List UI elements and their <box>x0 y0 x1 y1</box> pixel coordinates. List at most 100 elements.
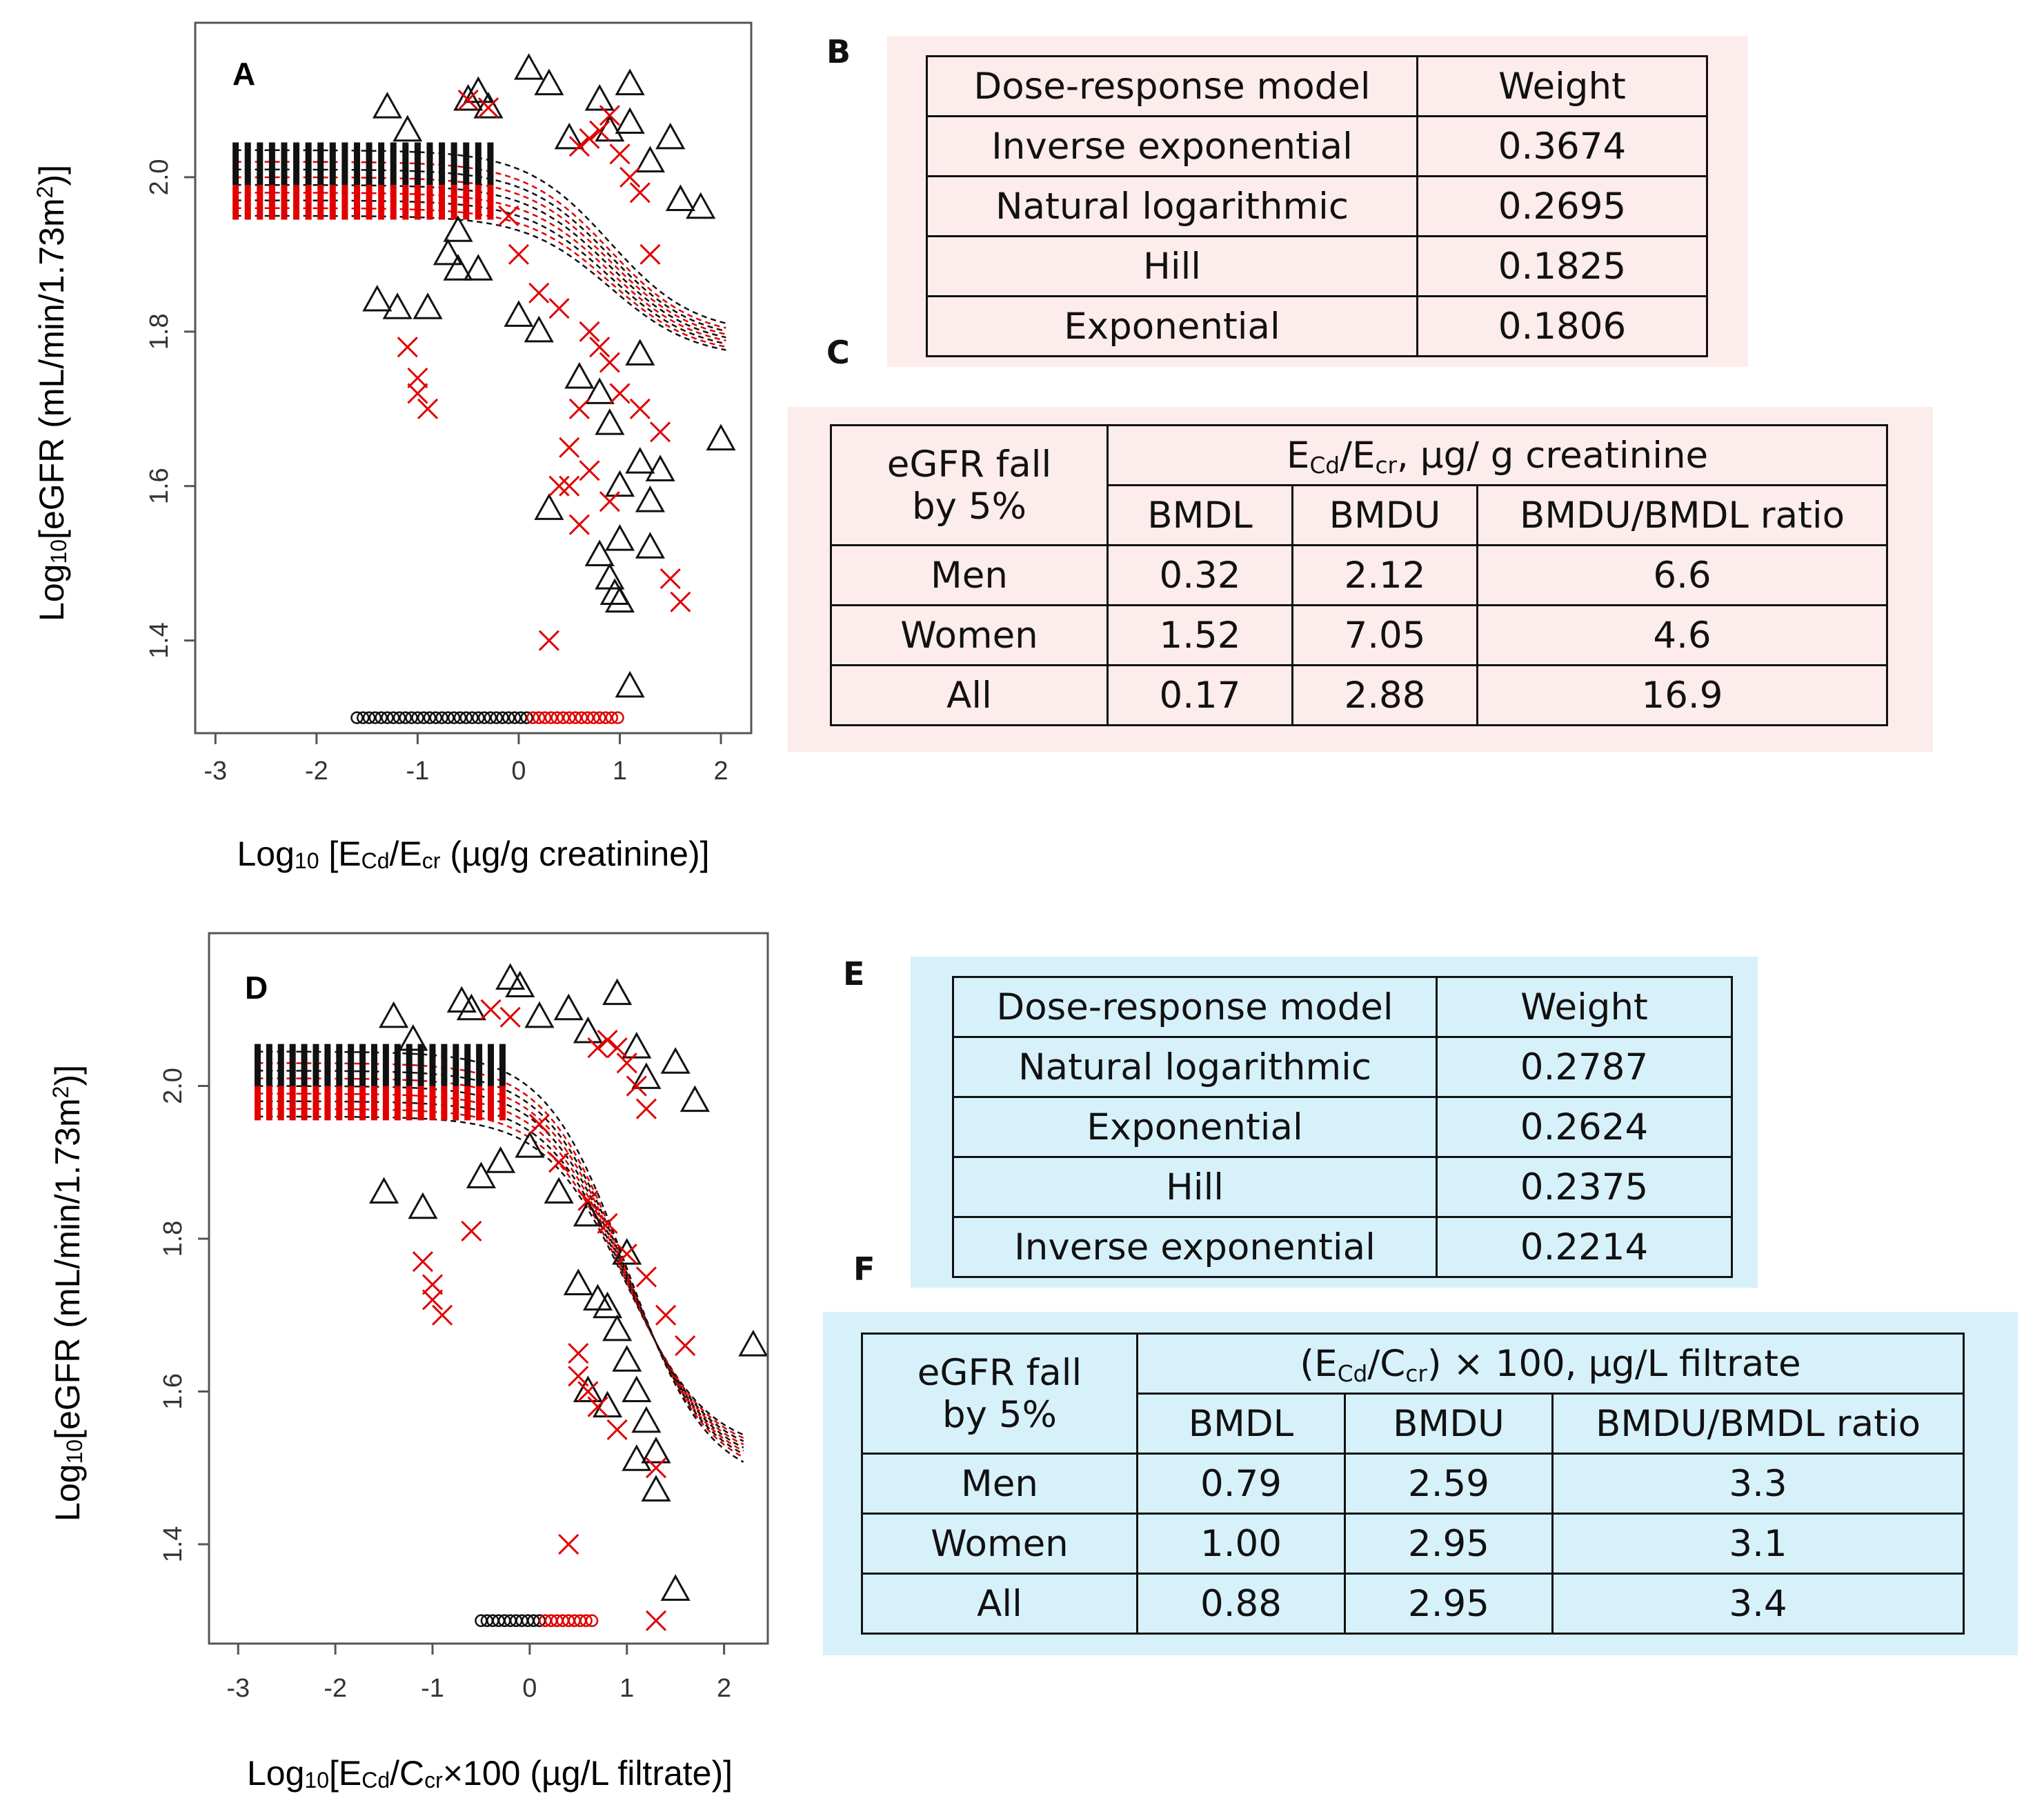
chart-a-x-point <box>407 383 428 404</box>
table-cell: 1.52 <box>1107 604 1293 666</box>
chart-d-triangle-point <box>524 1001 555 1028</box>
chart-a-triangle-point <box>463 254 493 281</box>
chart-a-triangle-point <box>686 192 716 219</box>
chart-d-triangle-point <box>369 1177 399 1204</box>
chart-a-frame <box>194 21 753 735</box>
chart-a-bmd-point <box>581 711 594 724</box>
group-header-sub: cr <box>1405 1359 1427 1387</box>
chart-d-fitted-curve <box>257 1100 744 1442</box>
table-row: Dose-response model Weight <box>952 976 1733 1038</box>
table-row: Women 1.52 7.05 4.6 <box>830 604 1888 666</box>
chart-d-x-point <box>597 1213 618 1234</box>
chart-a-bmd-point <box>593 711 606 724</box>
chart-d-x-point <box>635 1266 657 1288</box>
chart-a-bmd-point <box>538 711 552 724</box>
chart-a-x-point <box>498 205 519 226</box>
chart-a-bmd-point <box>375 711 388 724</box>
chart-a-bmd-point <box>357 711 370 724</box>
table-cell: 16.9 <box>1476 664 1888 726</box>
chart-d-fitted-curve <box>257 1092 744 1446</box>
group-header-part: /E <box>1340 434 1376 477</box>
chart-a-ytick-label: 2.0 <box>145 159 174 195</box>
table-cell: 0.1825 <box>1416 235 1708 297</box>
chart-d-ytick-label: 1.4 <box>159 1526 188 1563</box>
table-cell: 3.1 <box>1551 1513 1965 1575</box>
chart-a-bmd-point <box>453 711 467 724</box>
chart-a-x-point <box>407 367 428 389</box>
chart-d-x-point <box>587 1037 608 1059</box>
chart-a-ytick-label: 1.4 <box>145 622 174 659</box>
chart-d-triangle-point <box>398 1024 428 1051</box>
chart-a-bmd-point <box>386 711 400 724</box>
chart-a-bmd-point <box>605 711 619 724</box>
chart-a-x-point <box>548 475 570 497</box>
chart-a-x-point <box>659 568 681 590</box>
chart-a-ytick-label: 1.6 <box>145 468 174 504</box>
table-row: Exponential 0.2624 <box>952 1096 1733 1158</box>
chart-d-x-point <box>577 1381 599 1402</box>
chart-d-triangle-point <box>505 970 535 998</box>
chart-d-x-point <box>645 1610 667 1631</box>
chart-d-triangle-point <box>495 963 526 990</box>
chart-d-x-point <box>635 1098 657 1119</box>
chart-a-x-point <box>589 337 611 358</box>
chart-a-triangle-point <box>615 68 645 96</box>
chart-a-bmd-point <box>514 711 528 724</box>
chart-a-bmd-point <box>611 711 624 724</box>
chart-a-triangle-point <box>514 53 544 80</box>
chart-a-bmd-point <box>393 711 406 724</box>
table-row: Hill 0.1825 <box>926 235 1708 297</box>
table-header-cell: Weight <box>1436 976 1733 1038</box>
group-header-part: /C <box>1367 1342 1406 1385</box>
chart-a-bmd-point <box>568 711 582 724</box>
chart-a-triangle-point <box>473 92 504 119</box>
table-cell: 0.1806 <box>1416 295 1708 357</box>
chart-d-triangle-point <box>622 1444 652 1471</box>
chart-d-x-point <box>499 1006 521 1028</box>
chart-a-triangle-point <box>615 670 645 698</box>
chart-a-xtick-label: -3 <box>204 757 227 786</box>
chart-d: D -3 -2 -1 0 1 2 1.4 1.6 1.8 2.0 Log10[ECd/Ccr×1… <box>48 932 769 1793</box>
table-header-cell: BMDU <box>1344 1393 1554 1455</box>
chart-a-bmd-point <box>557 711 570 724</box>
table-row: eGFR fall by 5% ECd/Ecr, µg/ g creatinin… <box>830 424 1888 546</box>
chart-a-bmd-point <box>502 711 515 724</box>
table-header-cell: BMDU/BMDL ratio <box>1551 1393 1965 1455</box>
chart-a-triangle-point <box>362 284 393 312</box>
chart-a: A -3 -2 -1 0 1 2 1.4 1.6 1.8 2.0 Log10 [ECd/Ecr … <box>32 21 753 873</box>
chart-a-triangle-point <box>413 292 443 319</box>
chart-d-xticks: -3 -2 -1 0 1 2 <box>226 1644 731 1703</box>
table-cell: 2.88 <box>1291 664 1478 726</box>
table-cell: 1.00 <box>1136 1513 1346 1575</box>
chart-d-fitted-curve <box>257 1062 744 1458</box>
chart-a-triangle-point <box>463 76 493 103</box>
table-row-header: eGFR fall by 5% <box>830 424 1109 546</box>
table-cell: 0.79 <box>1136 1453 1346 1515</box>
chart-d-fitted-curve <box>257 1115 744 1436</box>
chart-d-bmd-point <box>585 1614 599 1628</box>
table-cell: Women <box>830 604 1109 666</box>
chart-a-x-point <box>629 182 651 203</box>
table-cell: 2.59 <box>1344 1453 1554 1515</box>
chart-a-ylabel: Log10[eGFR (mL/min/1.73m2)] <box>32 165 71 621</box>
chart-d-triangle-point <box>573 1016 603 1044</box>
table-e: Dose-response model Weight Natural logar… <box>952 976 1733 1278</box>
chart-a-x-point <box>629 398 651 419</box>
row-header-line-1: eGFR fall <box>886 443 1052 486</box>
row-header-line-2: by 5% <box>942 1393 1057 1436</box>
chart-d-triangle-point <box>631 1406 662 1433</box>
chart-a-triangle-point <box>599 578 630 605</box>
chart-a-triangle-point <box>584 539 615 566</box>
chart-a-x-point <box>619 166 641 188</box>
chart-a-x-point <box>609 383 631 404</box>
chart-d-x-point <box>577 1190 599 1211</box>
table-cell: Natural logarithmic <box>952 1036 1438 1098</box>
chart-d-x-point <box>587 1396 608 1417</box>
chart-a-bmd-point <box>575 711 588 724</box>
table-cell: 0.17 <box>1107 664 1293 726</box>
chart-d-x-point <box>528 1113 550 1135</box>
chart-a-bmd-point <box>435 711 448 724</box>
chart-d-x-point <box>558 1533 579 1555</box>
chart-d-fitted-curve <box>257 1108 744 1439</box>
chart-d-triangle-point <box>593 1291 623 1319</box>
